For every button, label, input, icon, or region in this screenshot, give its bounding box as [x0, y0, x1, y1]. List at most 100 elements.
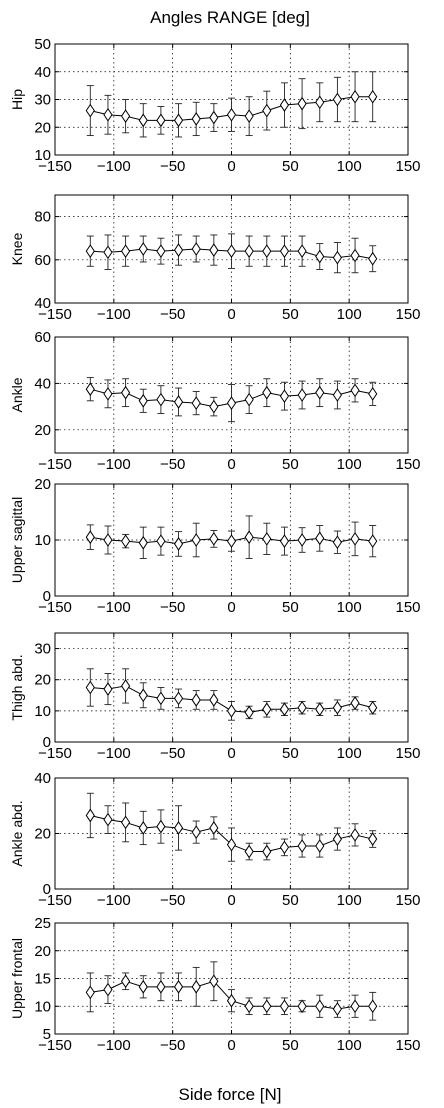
data-point: [315, 702, 325, 717]
data-point: [103, 812, 113, 827]
data-point: [191, 112, 201, 126]
data-point: [209, 110, 219, 125]
x-tick-label: 0: [227, 456, 235, 473]
data-point: [138, 242, 148, 256]
data-point: [120, 244, 131, 259]
x-tick-label: 150: [395, 1037, 420, 1054]
y-tick-label: 30: [34, 641, 51, 658]
x-tick-label: 50: [282, 745, 299, 762]
data-point: [120, 974, 131, 989]
data-point: [120, 385, 131, 400]
data-point: [226, 107, 237, 122]
data-point: [85, 382, 95, 397]
data-point: [138, 535, 148, 550]
data-point: [297, 244, 307, 259]
data-point: [173, 395, 184, 409]
y-axis-label: Hip: [9, 89, 25, 110]
x-tick-label: 0: [227, 306, 235, 323]
data-point: [156, 244, 166, 259]
data-point: [156, 979, 166, 994]
x-tick-label: 100: [337, 892, 362, 909]
data-point: [120, 815, 131, 830]
data-point: [173, 537, 184, 551]
x-tick-label: 0: [227, 158, 235, 175]
data-point: [85, 985, 95, 1000]
y-tick-label: 15: [34, 971, 51, 988]
data-point: [156, 691, 166, 706]
data-point: [85, 808, 95, 823]
data-point: [315, 531, 325, 546]
data-point: [297, 700, 307, 715]
data-point: [156, 392, 166, 407]
data-point: [297, 999, 307, 1014]
data-point: [120, 109, 131, 124]
y-tick-label: 0: [43, 881, 51, 898]
data-point: [332, 1002, 343, 1016]
x-tick-label: 50: [282, 1037, 299, 1054]
x-tick-label: −100: [97, 1037, 131, 1054]
data-point: [120, 679, 131, 693]
data-point: [262, 702, 272, 717]
x-tick-label: 150: [395, 745, 420, 762]
x-tick-label: 100: [337, 745, 362, 762]
x-tick-label: −50: [160, 306, 185, 323]
data-point: [368, 89, 378, 104]
y-tick-label: 10: [34, 998, 51, 1015]
data-point: [262, 999, 272, 1014]
data-point: [279, 534, 290, 549]
x-tick-label: −100: [97, 599, 131, 616]
panel-6: −150 −100 −50 0 50 100 150 0 20 40 Ankle abd.: [9, 770, 421, 909]
x-tick-label: 0: [227, 745, 235, 762]
data-point: [262, 244, 272, 259]
y-tick-label: 50: [34, 36, 51, 53]
data-point: [350, 89, 360, 104]
data-point: [173, 691, 184, 706]
data-point: [350, 531, 360, 546]
y-tick-label: 20: [34, 672, 51, 689]
data-point: [262, 844, 272, 859]
data-point: [85, 680, 95, 695]
data-point: [138, 113, 148, 128]
data-point: [138, 821, 148, 835]
y-tick-label: 10: [34, 703, 51, 720]
x-tick-label: −150: [38, 306, 72, 323]
x-tick-label: 100: [337, 306, 362, 323]
y-axis-label: Knee: [9, 232, 25, 265]
data-point: [191, 533, 201, 547]
data-point: [332, 832, 343, 846]
data-point: [103, 682, 113, 696]
data-point: [368, 999, 378, 1014]
data-point: [262, 385, 272, 400]
x-tick-label: 150: [395, 306, 420, 323]
x-tick-label: 50: [282, 456, 299, 473]
y-tick-label: 40: [34, 295, 51, 312]
data-point: [209, 399, 219, 414]
y-tick-label: 40: [34, 375, 51, 392]
data-point: [226, 993, 237, 1008]
x-tick-label: 50: [282, 892, 299, 909]
data-point: [368, 534, 378, 549]
x-tick-label: 0: [227, 1037, 235, 1054]
x-tick-label: 0: [227, 892, 235, 909]
data-point: [350, 383, 360, 398]
data-point: [350, 999, 360, 1014]
y-tick-label: 10: [34, 147, 51, 164]
y-tick-label: 80: [34, 209, 51, 226]
data-point: [244, 705, 254, 720]
figure-title: Angles RANGE [deg]: [150, 8, 310, 27]
x-tick-label: 150: [395, 158, 420, 175]
x-tick-label: −150: [38, 158, 72, 175]
y-axis-label: Ankle abd.: [9, 800, 25, 866]
data-point: [226, 534, 237, 549]
data-point: [226, 244, 237, 259]
data-point: [244, 999, 254, 1014]
data-point: [191, 693, 201, 707]
data-point: [209, 821, 219, 835]
data-point: [120, 534, 131, 549]
x-tick-label: 0: [227, 599, 235, 616]
data-point: [191, 825, 201, 840]
data-point: [209, 243, 219, 257]
data-point: [297, 388, 307, 402]
